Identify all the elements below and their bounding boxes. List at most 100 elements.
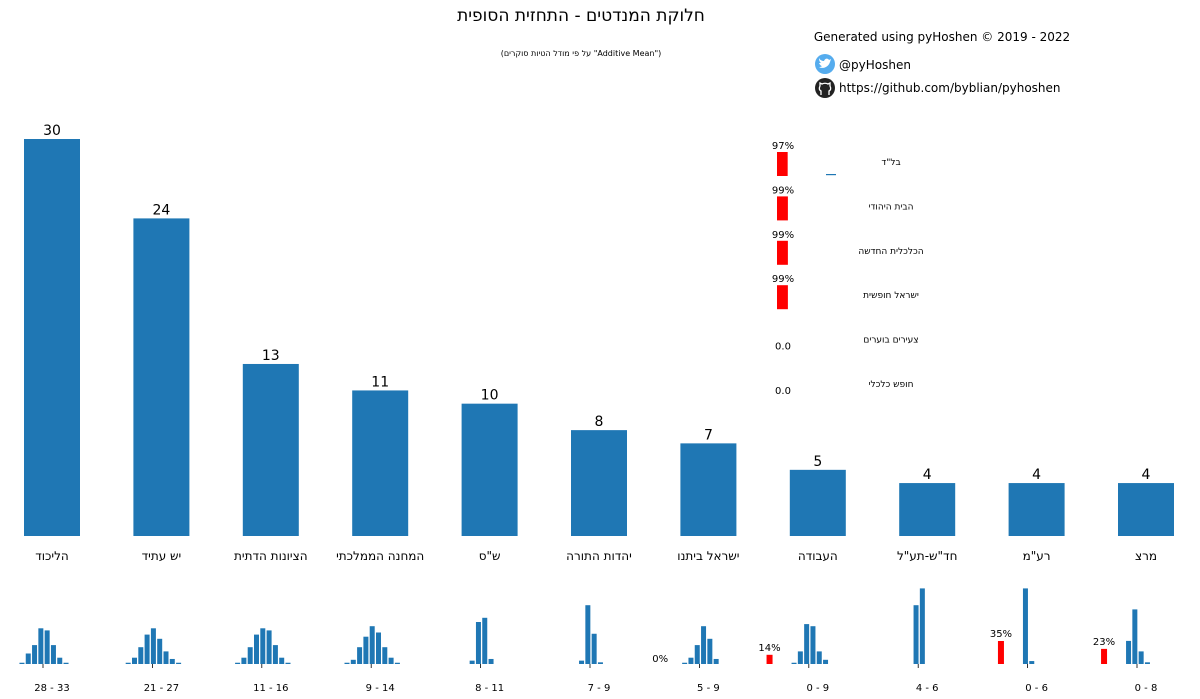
github-url: https://github.com/byblian/pyhoshen	[839, 81, 1061, 95]
distribution-bar	[176, 662, 182, 664]
small-party-label: הכלכלית החדשה	[858, 247, 923, 257]
distribution-bar	[591, 633, 597, 664]
seat-bar	[133, 218, 190, 536]
seat-value-label: 10	[481, 388, 499, 404]
twitter-credit[interactable]: @pyHoshen	[815, 54, 911, 74]
seat-range-label: 4 - 6	[916, 683, 939, 694]
small-party-label: חופש כלכלי	[869, 380, 914, 390]
distribution-bar	[1022, 588, 1028, 664]
chart-title: חלוקת המנדטים - התחזית הסופית	[457, 6, 705, 26]
tiny-seat-bar	[826, 174, 836, 176]
github-icon	[815, 78, 835, 98]
distribution-bar	[797, 651, 803, 664]
distribution-bar	[32, 645, 38, 664]
seat-distribution-histograms: 0% 14% 35% 23%	[19, 588, 1150, 668]
twitter-bird-shape	[819, 58, 831, 68]
distribution-bar	[169, 658, 175, 664]
seat-bar	[461, 403, 518, 536]
party-name-label: ש"ס	[479, 549, 501, 563]
distribution-bar	[394, 662, 400, 664]
fail-probability-label: 0%	[652, 654, 668, 665]
distribution-bar	[19, 662, 25, 664]
distribution-bar	[63, 662, 69, 664]
seat-range-label: 8 - 11	[475, 683, 504, 694]
party-name-label: הליכוד	[35, 549, 69, 563]
github-credit[interactable]: https://github.com/byblian/pyhoshen	[815, 78, 1061, 98]
distribution-bar	[579, 660, 585, 664]
distribution-bar	[376, 632, 381, 664]
seat-value-label: 11	[371, 374, 389, 390]
seat-value-label: 4	[1142, 467, 1151, 483]
distribution-bar	[138, 647, 144, 664]
distribution-bar	[597, 662, 603, 664]
distribution-bar	[585, 605, 591, 664]
fail-probability-label: 23%	[1093, 637, 1115, 648]
seat-range-label: 0 - 9	[806, 683, 829, 694]
seat-value-label: 30	[43, 123, 61, 139]
distribution-bar	[50, 645, 56, 664]
fail-probability-label: 35%	[990, 629, 1012, 640]
party-name-label: יהדות התורה	[566, 549, 632, 563]
distribution-bar	[38, 628, 44, 664]
party-name-label: ישראל ביתנו	[677, 549, 739, 563]
distribution-bar	[701, 626, 707, 664]
distribution-bar	[1144, 662, 1150, 664]
party-name-label: העבודה	[798, 549, 838, 563]
seat-value-label: 13	[262, 348, 280, 364]
threshold-fail-pct: 97%	[772, 141, 794, 152]
distribution-bar	[1126, 640, 1132, 664]
distribution-bar	[132, 657, 137, 664]
small-party-label: ישראל חופשית	[863, 291, 919, 301]
threshold-fail-pct: 99%	[772, 274, 794, 285]
distribution-bar	[816, 651, 822, 664]
distribution-bar	[25, 653, 31, 664]
seat-range-label: 28 - 33	[34, 683, 69, 694]
seat-bar	[24, 139, 80, 536]
seat-range-label: 5 - 9	[697, 683, 720, 694]
distribution-bar	[285, 662, 291, 664]
seat-range-label: 0 - 8	[1135, 683, 1158, 694]
seat-value-label: 24	[152, 202, 170, 218]
seat-range-label: 0 - 6	[1025, 683, 1048, 694]
distribution-bar	[357, 647, 363, 664]
seat-bar	[571, 430, 627, 536]
github-octocat-shape	[818, 81, 832, 95]
generated-credit: Generated using pyHoshen © 2019 - 2022	[814, 30, 1070, 44]
distribution-bar	[1138, 651, 1144, 664]
distribution-bar	[144, 634, 150, 664]
distribution-bar	[260, 628, 266, 664]
distribution-bar	[810, 626, 816, 664]
seat-value-label: 8	[595, 414, 604, 430]
distribution-bar	[913, 605, 919, 664]
distribution-bar	[475, 622, 481, 664]
distribution-bar	[682, 662, 688, 664]
distribution-bar	[157, 638, 163, 664]
threshold-value: 0.0	[775, 386, 791, 397]
party-name-label: רע"מ	[1023, 549, 1051, 563]
small-party-label: הבית היהודי	[868, 202, 913, 212]
distribution-bar	[266, 630, 272, 664]
threshold-fail-bar	[777, 240, 788, 265]
distribution-bar	[369, 626, 375, 664]
seat-bar	[680, 443, 737, 536]
distribution-bar	[235, 662, 241, 664]
seat-value-label: 4	[1032, 467, 1041, 483]
distribution-bar	[279, 657, 285, 664]
party-name-label: יש עתיד	[142, 549, 182, 563]
distribution-bar	[791, 662, 797, 664]
distribution-bar	[707, 638, 713, 664]
distribution-bar	[382, 647, 388, 664]
distribution-bar	[688, 657, 694, 664]
distribution-bar	[241, 657, 247, 664]
seat-value-label: 5	[813, 454, 822, 470]
distribution-bar	[1132, 609, 1138, 664]
threshold-fail-bar	[777, 152, 788, 176]
party-name-label: חד"ש-תע"ל	[897, 549, 957, 563]
seat-bar	[242, 363, 299, 536]
threshold-fail-bar	[777, 285, 788, 310]
distribution-bar	[363, 636, 369, 664]
seat-bar	[789, 469, 846, 536]
distribution-bar	[272, 645, 278, 664]
distribution-bar	[247, 647, 253, 664]
fail-probability-bar	[997, 641, 1004, 664]
